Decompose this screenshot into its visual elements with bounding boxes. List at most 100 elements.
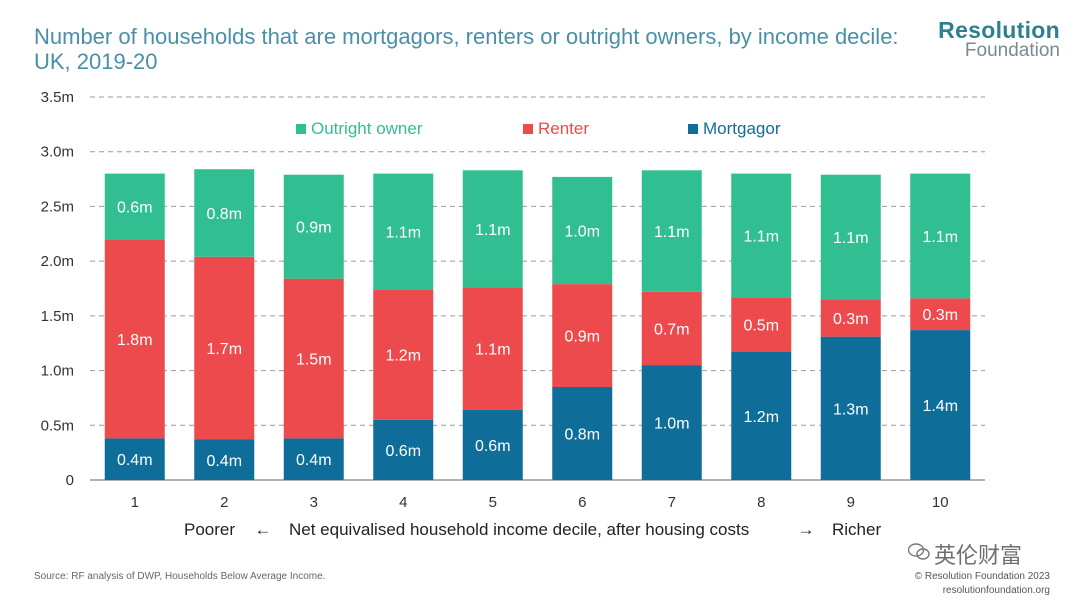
y-axis: 0 0.5m 1.0m 1.5m 2.0m 2.5m 3.0m 3.5m <box>41 89 74 489</box>
bar-mortgagor <box>820 336 881 480</box>
bar-renter <box>641 291 702 366</box>
x-label-richer: Richer <box>832 520 881 539</box>
x-tick-label: 4 <box>399 494 407 511</box>
legend-label: Mortgagor <box>703 119 781 138</box>
data-label: 1.4m <box>922 398 958 415</box>
bar-mortgagor <box>462 409 523 480</box>
x-tick-label: 3 <box>310 494 318 511</box>
legend: Outright owner Renter Mortgagor <box>296 119 781 138</box>
x-tick-label: 7 <box>668 494 676 511</box>
data-label: 1.1m <box>475 222 511 239</box>
bar-outright-owner <box>552 176 613 285</box>
bar-outright-owner <box>462 170 523 288</box>
watermark-text: 英伦财富 <box>933 543 1022 568</box>
data-label: 0.9m <box>564 329 600 346</box>
data-label: 0.3m <box>833 311 869 328</box>
bar-mortgagor <box>552 386 613 480</box>
y-tick-label: 3.0m <box>41 144 74 161</box>
bar-renter <box>283 278 344 439</box>
bar-renter <box>731 297 792 352</box>
legend-label: Renter <box>538 119 589 138</box>
data-label: 1.2m <box>385 348 421 365</box>
y-tick-label: 3.5m <box>41 89 74 106</box>
bar-outright-owner <box>194 169 255 257</box>
data-label: 0.4m <box>117 452 153 469</box>
data-label: 0.6m <box>475 438 511 455</box>
y-tick-label: 1.0m <box>41 363 74 380</box>
x-axis: 1 2 3 4 5 6 7 8 9 10 <box>131 494 949 511</box>
data-label: 1.8m <box>117 332 153 349</box>
bar-mortgagor <box>910 330 971 480</box>
y-tick-label: 1.5m <box>41 308 74 325</box>
source-note: Source: RF analysis of DWP, Households B… <box>34 571 326 582</box>
bar-renter <box>820 299 881 337</box>
data-label: 0.4m <box>206 453 242 470</box>
data-label: 1.1m <box>833 230 869 247</box>
y-tick-label: 0.5m <box>41 417 74 434</box>
y-tick-label: 0 <box>66 472 74 489</box>
bar-mortgagor <box>283 438 344 480</box>
data-label: 1.0m <box>564 224 600 241</box>
bar-outright-owner <box>731 173 792 298</box>
legend-swatch <box>688 124 698 134</box>
x-label-poorer: Poorer <box>184 520 235 539</box>
website-url: resolutionfoundation.org <box>942 585 1050 596</box>
data-label: 0.8m <box>564 426 600 443</box>
bar-outright-owner <box>373 173 434 290</box>
data-label: 1.1m <box>743 228 779 245</box>
bar-outright-owner <box>910 173 971 299</box>
bar-mortgagor <box>641 365 702 480</box>
y-tick-label: 2.5m <box>41 198 74 215</box>
right-arrow-icon: → <box>798 520 815 539</box>
bar-mortgagor <box>731 351 792 480</box>
bar-renter <box>910 298 971 331</box>
data-label: 1.7m <box>206 341 242 358</box>
y-tick-label: 2.0m <box>41 253 74 270</box>
data-label: 0.4m <box>296 452 332 469</box>
x-tick-label: 9 <box>847 494 855 511</box>
bar-renter <box>104 239 165 439</box>
data-label: 1.1m <box>654 224 690 241</box>
bars: 0.4m 1.8m 0.6m 0.4m 1.7m 0.8m 0.4m 1.5m 0.9m 0.6m… <box>104 169 971 480</box>
copyright-line: © Resolution Foundation 2023 <box>914 571 1050 582</box>
data-label: 1.2m <box>743 409 779 426</box>
data-label: 0.3m <box>922 307 958 324</box>
x-tick-label: 1 <box>131 494 139 511</box>
x-tick-label: 6 <box>578 494 586 511</box>
logo-sub: Foundation <box>964 40 1060 61</box>
bar-outright-owner <box>283 174 344 279</box>
x-label-text: Net equivalised household income decile,… <box>289 520 749 539</box>
data-label: 1.1m <box>922 229 958 246</box>
x-tick-label: 8 <box>757 494 765 511</box>
data-label: 1.3m <box>833 401 869 418</box>
data-label: 1.1m <box>385 225 421 242</box>
bar-renter <box>194 256 255 440</box>
bar-mortgagor <box>104 438 165 480</box>
copyright: © Resolution Foundation 2023 resolutionf… <box>915 570 1050 598</box>
bar-mortgagor <box>373 419 434 480</box>
data-label: 1.5m <box>296 352 332 369</box>
left-arrow-icon: ← <box>255 520 272 539</box>
bar-outright-owner <box>104 173 165 240</box>
bar-renter <box>462 287 523 410</box>
data-label: 0.6m <box>385 443 421 460</box>
bar-renter <box>552 284 613 387</box>
data-label: 0.8m <box>206 206 242 223</box>
x-tick-label: 5 <box>489 494 497 511</box>
wechat-icon <box>908 543 930 560</box>
bar-renter <box>373 289 434 420</box>
x-tick-label: 10 <box>932 494 949 511</box>
resolution-foundation-logo: Resolution Foundation <box>938 18 1060 60</box>
data-label: 0.5m <box>743 318 779 335</box>
data-label: 0.7m <box>654 321 690 338</box>
bar-outright-owner <box>641 170 702 292</box>
data-label: 1.1m <box>475 342 511 359</box>
data-label: 0.6m <box>117 199 153 216</box>
logo-name: Resolution <box>938 17 1060 43</box>
x-axis-title: Poorer ← Net equivalised household income … <box>184 520 881 539</box>
data-label: 1.0m <box>654 416 690 433</box>
legend-swatch <box>523 124 533 134</box>
chart-title: Number of households that are mortgagors… <box>34 24 899 74</box>
x-tick-label: 2 <box>220 494 228 511</box>
